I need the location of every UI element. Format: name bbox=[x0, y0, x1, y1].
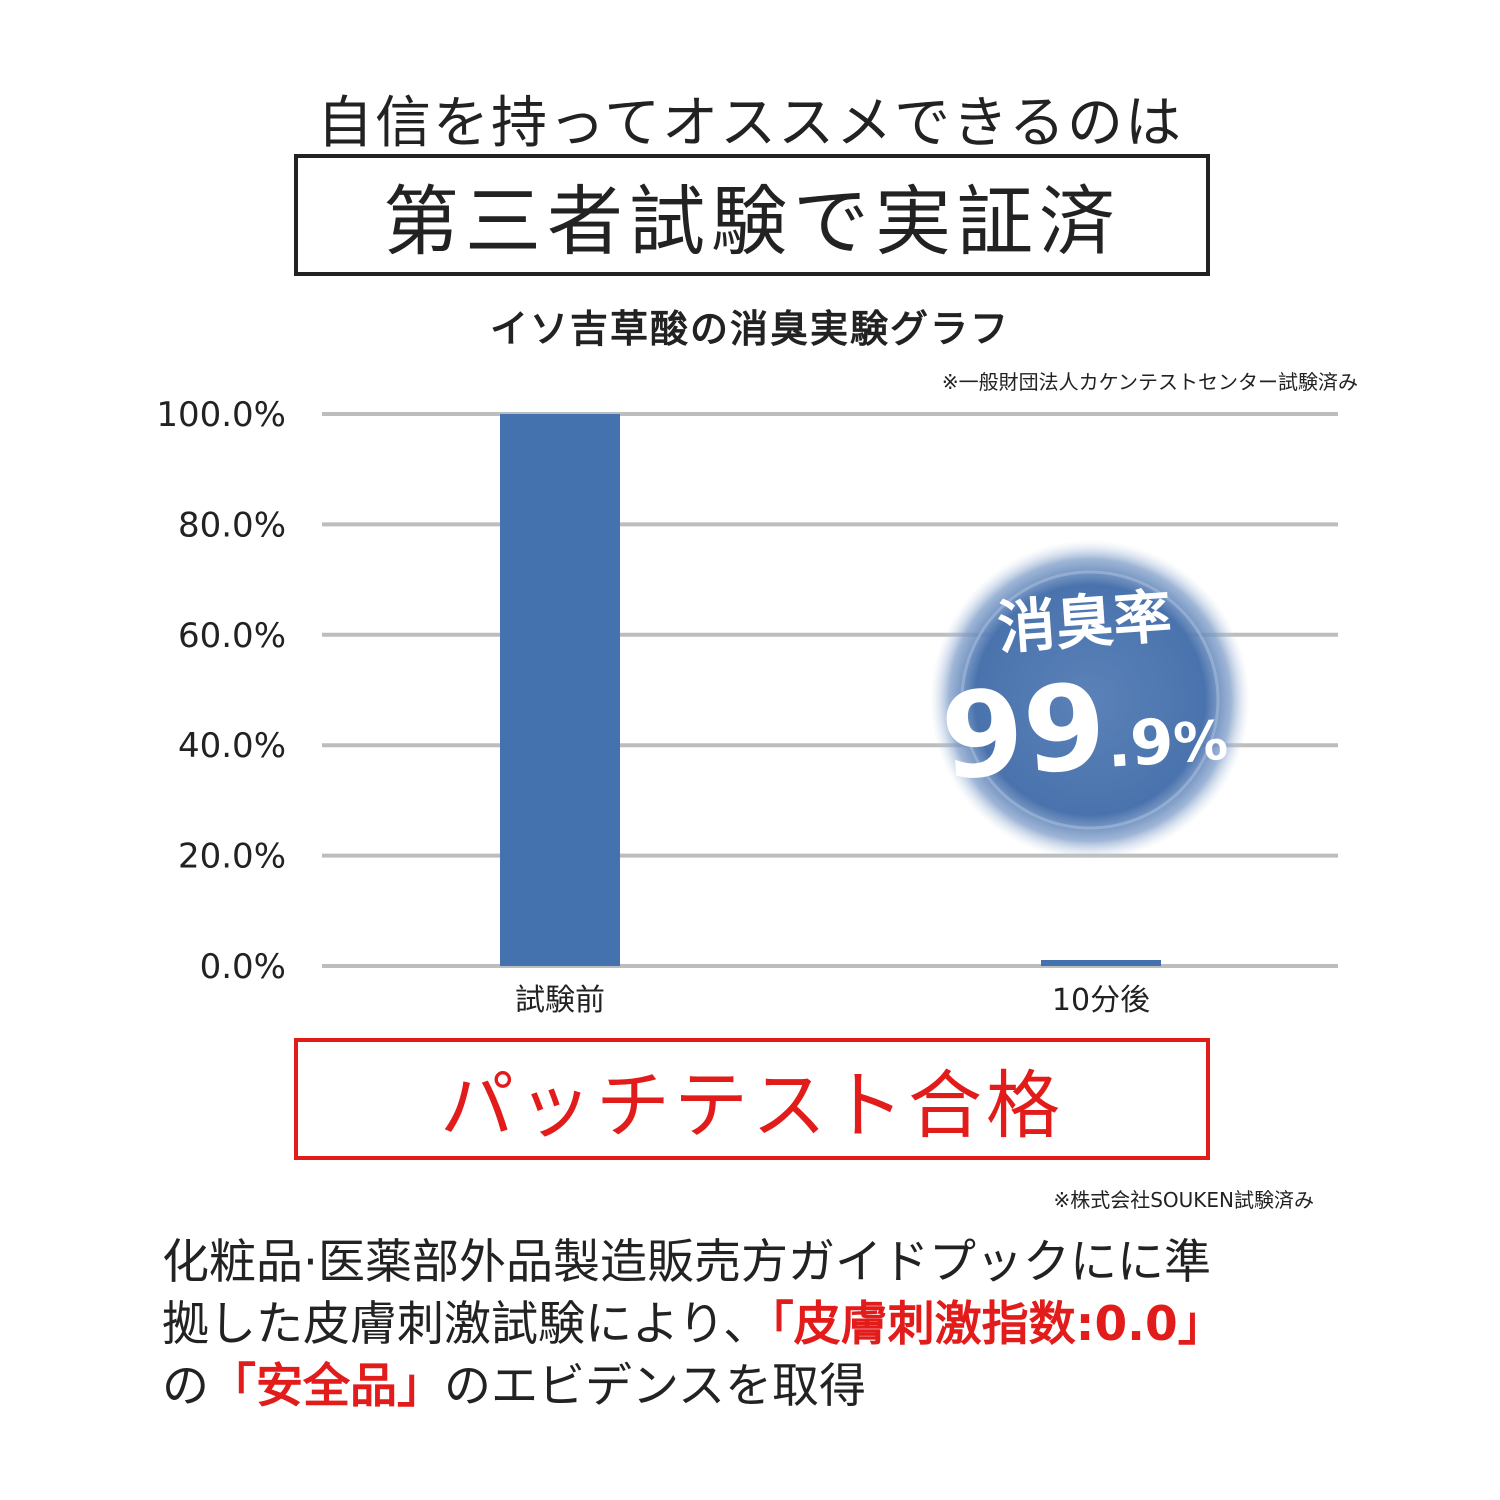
badge-value-decimal: .9 bbox=[1104, 704, 1176, 781]
bar-chart: 0.0% 20.0% 40.0% 60.0% 80.0% 100.0% 試験前 10分後 消… bbox=[156, 395, 1338, 1018]
y-axis-tick-labels: 0.0% 20.0% 40.0% 60.0% 80.0% 100.0% bbox=[156, 395, 286, 987]
badge-label: 消臭率 bbox=[995, 582, 1173, 662]
x-tick-label: 試験前 bbox=[515, 983, 605, 1018]
bar-1 bbox=[500, 414, 620, 966]
badge-circle bbox=[930, 540, 1250, 860]
x-tick-label: 10分後 bbox=[1052, 983, 1150, 1018]
patch-test-note: ※株式会社SOUKEN試験済み bbox=[1053, 1188, 1314, 1212]
y-tick-label: 40.0% bbox=[178, 726, 286, 766]
y-tick-label: 100.0% bbox=[156, 395, 286, 435]
headline-text: 第三者試験で実証済 bbox=[383, 177, 1121, 266]
headline-box: 第三者試験で実証済 bbox=[294, 154, 1210, 276]
evidence-paragraph: 化粧品·医薬部外品製造販売方ガイドプックにに準 拠した皮膚刺激試験により、「皮膚… bbox=[162, 1232, 1362, 1418]
chart-title: イソ吉草酸の消臭実験グラフ bbox=[489, 307, 1010, 351]
intro-text: 自信を持ってオススメできるのは bbox=[316, 91, 1184, 156]
y-tick-label: 20.0% bbox=[178, 837, 286, 877]
safe-product-highlight: 「安全品」 bbox=[209, 1359, 444, 1414]
badge-value: 99.9% bbox=[937, 649, 1231, 807]
evidence-line-3-prefix: の bbox=[162, 1359, 209, 1414]
badge-value-main: 99 bbox=[937, 657, 1110, 806]
evidence-line-2-text: 拠した皮膚刺激試験により、 bbox=[162, 1297, 771, 1352]
bar-2 bbox=[1041, 960, 1161, 966]
irritation-index-highlight: 「皮膚刺激指数:0.0」 bbox=[770, 1297, 1225, 1352]
y-tick-label: 0.0% bbox=[200, 947, 286, 987]
badge-ring bbox=[960, 570, 1220, 830]
x-axis-tick-labels: 試験前 10分後 bbox=[515, 983, 1150, 1018]
bars bbox=[500, 414, 1161, 966]
y-tick-label: 60.0% bbox=[178, 616, 286, 656]
evidence-line-3: の「安全品」のエビデンスを取得 bbox=[162, 1356, 1362, 1418]
chart-note: ※一般財団法人カケンテストセンター試験済み bbox=[941, 370, 1358, 394]
y-tick-label: 80.0% bbox=[178, 505, 286, 545]
evidence-line-2: 拠した皮膚刺激試験により、「皮膚刺激指数:0.0」 bbox=[162, 1294, 1362, 1356]
badge-value-unit: % bbox=[1171, 709, 1229, 776]
patch-test-box: パッチテスト合格 bbox=[294, 1038, 1210, 1160]
evidence-line-1: 化粧品·医薬部外品製造販売方ガイドプックにに準 bbox=[162, 1235, 1211, 1290]
patch-test-headline: パッチテスト合格 bbox=[440, 1062, 1064, 1149]
evidence-line-3-suffix: のエビデンスを取得 bbox=[444, 1359, 867, 1414]
